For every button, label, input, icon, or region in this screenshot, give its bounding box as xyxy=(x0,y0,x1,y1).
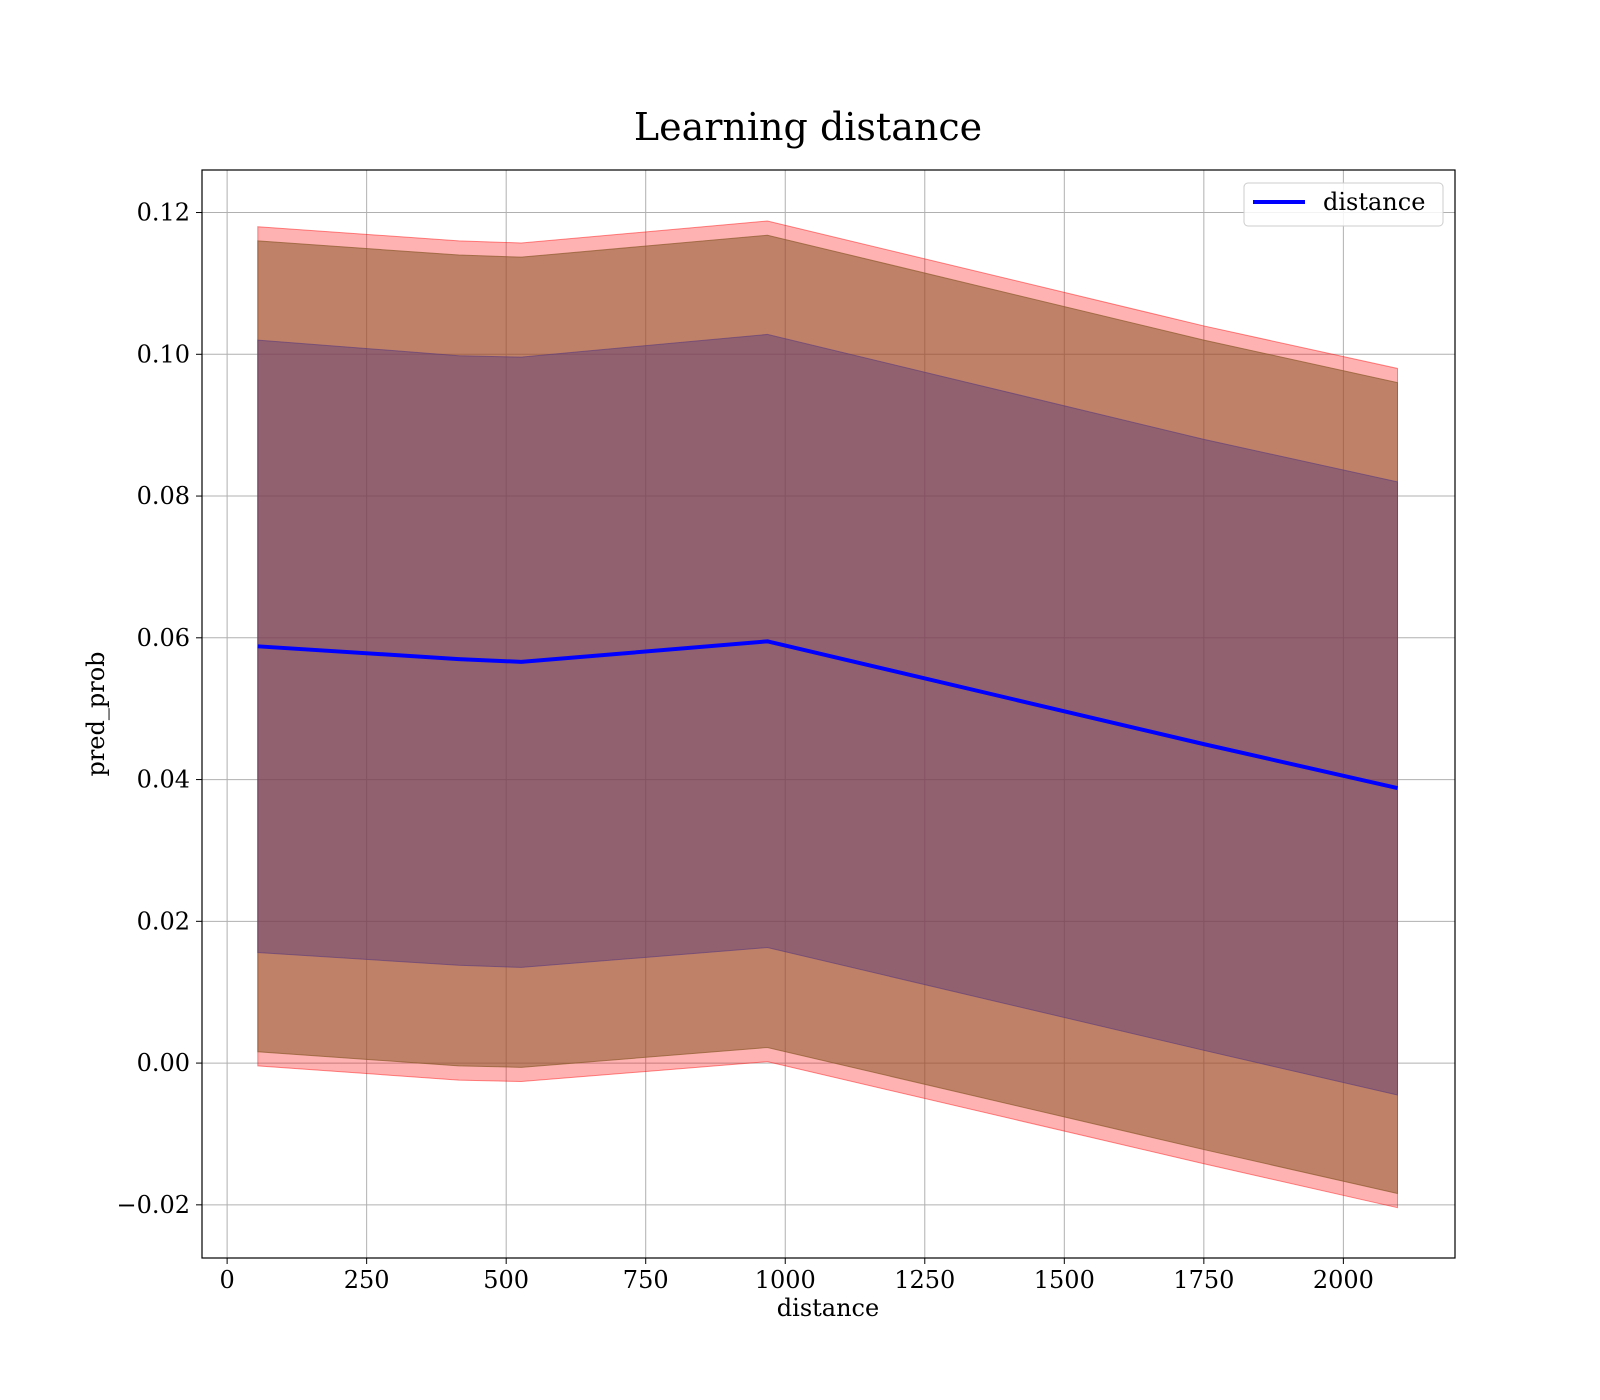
y-axis-label: pred_prob xyxy=(82,651,110,776)
y-tick-layer: −0.02 0.00 0.02 0.04 0.06 0.08 0.10 0.12 xyxy=(116,199,202,1219)
confidence-band-3 xyxy=(257,333,1399,1096)
y-tick-label: 0.00 xyxy=(137,1049,190,1077)
plot-frame xyxy=(201,169,1456,1259)
x-tick-label: 750 xyxy=(623,1266,669,1294)
y-tick-label: 0.06 xyxy=(137,624,190,652)
x-tick-label: 1500 xyxy=(1034,1266,1095,1294)
x-tick-label: 1000 xyxy=(755,1266,816,1294)
y-tick-label: 0.04 xyxy=(137,766,190,794)
y-tick-label: −0.02 xyxy=(116,1191,190,1219)
legend-box xyxy=(1243,182,1444,227)
y-tick-label: 0.12 xyxy=(137,199,190,227)
x-tick-label: 1250 xyxy=(894,1266,955,1294)
series-line-distance xyxy=(257,639,1398,791)
band-layer xyxy=(257,220,1399,1209)
line-layer xyxy=(257,639,1398,791)
y-tick-label: 0.02 xyxy=(137,907,190,935)
x-tick-layer: 0 250 500 750 1000 1250 1500 1750 2000 xyxy=(219,1258,1374,1294)
x-tick-label: 500 xyxy=(483,1266,529,1294)
y-tick-label: 0.08 xyxy=(137,482,190,510)
x-axis-label: distance xyxy=(777,1294,879,1322)
legend-label: distance xyxy=(1323,188,1425,216)
y-tick-label: 0.10 xyxy=(137,340,190,368)
chart-title: Learning distance xyxy=(634,105,982,149)
legend: distance xyxy=(1243,182,1444,227)
confidence-band-2 xyxy=(257,234,1399,1195)
x-tick-label: 2000 xyxy=(1313,1266,1374,1294)
x-tick-label: 250 xyxy=(344,1266,390,1294)
x-tick-label: 1750 xyxy=(1173,1266,1234,1294)
x-tick-label: 0 xyxy=(219,1266,234,1294)
